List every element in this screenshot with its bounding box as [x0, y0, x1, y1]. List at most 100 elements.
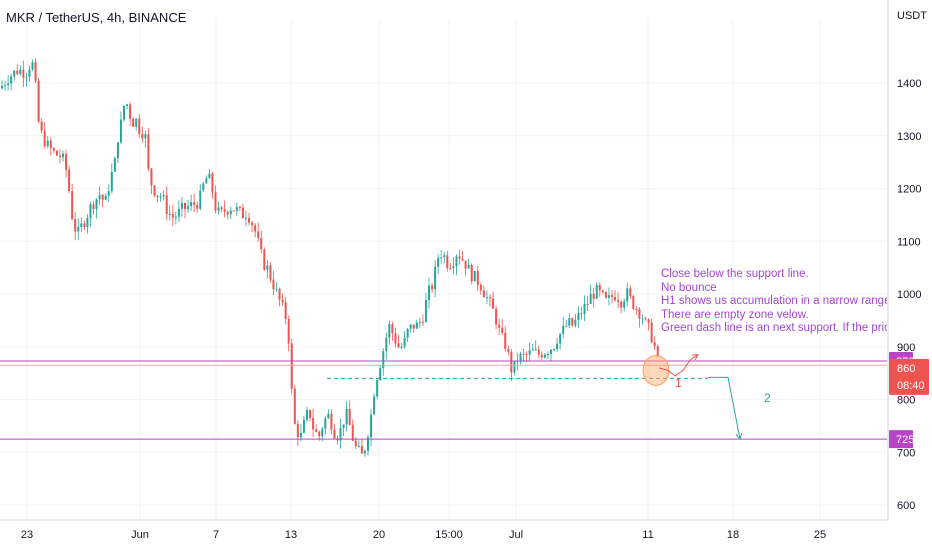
candle-body	[330, 413, 333, 430]
candle-body	[482, 290, 485, 298]
x-tick-label: 15:00	[435, 529, 463, 541]
candle-body	[306, 409, 308, 420]
candle-body	[540, 354, 543, 358]
candle-body	[394, 333, 397, 344]
highlight-circle[interactable]	[642, 354, 670, 386]
candle-body	[525, 354, 528, 356]
candle-body	[431, 285, 434, 290]
candle-body	[449, 267, 452, 269]
candle-body	[309, 409, 312, 418]
currency-label: USDT	[897, 10, 927, 22]
candle-body	[617, 300, 620, 302]
candle-body	[107, 191, 110, 196]
candle-body	[501, 327, 504, 333]
candle-body	[373, 396, 376, 415]
candle-body	[177, 208, 180, 217]
candle-body	[656, 346, 659, 356]
x-tick-label: 25	[814, 529, 826, 541]
candle-body	[156, 195, 159, 197]
candle-body	[601, 290, 604, 293]
chart-title[interactable]: MKR / TetherUS, 4h, BINANCE	[6, 10, 187, 25]
candle-body	[464, 260, 467, 269]
candle-body	[586, 303, 589, 305]
candle-body	[348, 409, 351, 426]
candle-body	[223, 208, 226, 212]
candle-body	[58, 155, 61, 158]
y-tick-label: 1400	[897, 78, 921, 90]
candle-body	[504, 332, 507, 349]
candle-body	[171, 213, 174, 218]
candle-body	[299, 432, 302, 438]
candle-body	[205, 178, 208, 184]
candle-body	[315, 429, 318, 432]
candle-body	[553, 348, 556, 351]
candle-body	[123, 105, 125, 120]
candle-body	[86, 217, 89, 227]
candle-body	[577, 313, 580, 320]
candle-body	[284, 302, 287, 320]
current-price-badge	[889, 358, 929, 395]
candle-body	[141, 133, 144, 139]
candle-body	[440, 257, 443, 259]
candle-body	[562, 325, 565, 334]
candle-body	[519, 353, 522, 362]
candle-body	[98, 194, 101, 200]
candle-body	[559, 333, 562, 344]
candle-body	[324, 418, 327, 429]
candle-body	[424, 299, 427, 322]
support-lines	[0, 360, 887, 440]
candle-body	[257, 231, 260, 239]
candle-body	[241, 207, 244, 219]
candle-body	[611, 295, 613, 298]
candle-body	[135, 118, 138, 127]
candle-body	[333, 429, 336, 439]
candle-body	[129, 104, 132, 119]
candle-body	[473, 271, 476, 282]
candle-body	[31, 62, 34, 70]
candle-body	[479, 284, 482, 291]
candle-body	[293, 388, 296, 424]
candle-body	[68, 169, 71, 192]
candle-body	[19, 69, 22, 75]
x-tick-label: 18	[727, 529, 739, 541]
candle-body	[147, 134, 150, 169]
candle-body	[357, 445, 360, 447]
candle-body	[16, 70, 19, 75]
candle-body	[71, 191, 74, 220]
scenario-path[interactable]	[708, 376, 741, 440]
current-price-text: 860	[897, 363, 915, 375]
candle-body	[40, 121, 43, 131]
candle-body	[248, 217, 251, 223]
candle-body	[28, 69, 31, 77]
candle-body	[455, 256, 458, 267]
y-tick-label: 900	[897, 342, 915, 354]
candle-body	[235, 207, 238, 211]
scenario-1-label: 1	[675, 376, 682, 390]
analysis-note: Close below the support line. No bounce …	[661, 268, 887, 336]
candle-body	[214, 192, 217, 211]
candle-body	[162, 195, 165, 197]
candle-body	[565, 325, 568, 327]
candle-body	[13, 70, 16, 77]
y-tick-label: 1300	[897, 131, 921, 143]
candle-body	[360, 445, 363, 454]
candle-body	[46, 140, 49, 147]
candle-body	[507, 348, 510, 352]
candle-body	[43, 130, 46, 147]
candle-body	[211, 173, 214, 193]
candle-body	[647, 319, 650, 323]
candle-body	[339, 427, 342, 441]
candle-body	[623, 301, 626, 308]
scenario-path[interactable]	[658, 354, 699, 377]
candle-body	[589, 293, 592, 304]
candle-body	[92, 204, 95, 210]
candle-body	[113, 158, 116, 172]
candle-body	[217, 207, 220, 211]
candle-body	[62, 153, 64, 158]
note-line-3: H1 shows us accumulation in a narrow ran…	[661, 295, 887, 308]
candle-body	[443, 255, 446, 258]
candle-body	[52, 148, 55, 151]
price-badge-725-text: 725	[896, 434, 914, 446]
candle-body	[641, 318, 644, 320]
